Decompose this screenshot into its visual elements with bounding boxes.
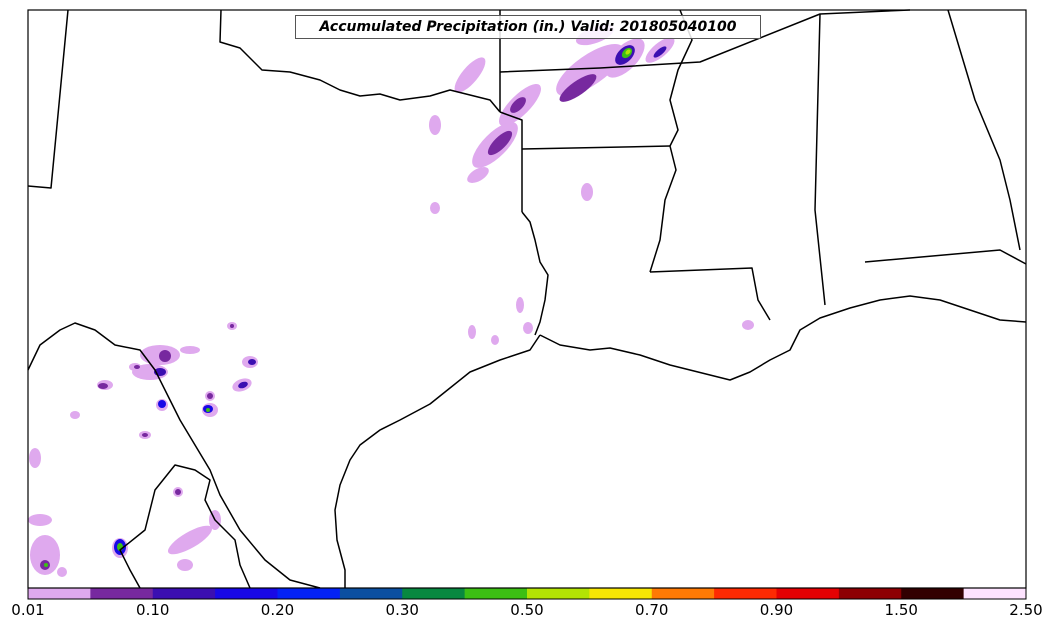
state-border-ar-la [521, 145, 671, 150]
colorbar-tick-label: 0.70 [635, 601, 669, 619]
precip-area [468, 325, 476, 339]
state-border-mississippi-river [649, 9, 693, 273]
colorbar-tick-label: 0.90 [759, 601, 794, 619]
state-border-la-ms [649, 267, 771, 321]
colorbar-segment [963, 588, 1027, 599]
precip-area [167, 525, 213, 555]
precip-area [510, 97, 526, 113]
precip-area [98, 383, 108, 389]
precip-area [516, 297, 524, 313]
precip-area [132, 364, 168, 380]
precip-area [180, 346, 200, 354]
colorbar-segment [589, 588, 653, 599]
precip-area [454, 57, 486, 93]
precip-area [467, 167, 489, 183]
state-border-tx-ar [499, 111, 523, 212]
state-border-tn [499, 9, 911, 73]
colorbar-segment [464, 588, 528, 599]
precip-area [28, 514, 52, 526]
colorbar-segment [152, 588, 216, 599]
colorbar-segment [901, 588, 965, 599]
colorbar-segment [277, 588, 341, 599]
precip-area [653, 46, 667, 58]
colorbar-tick-label: 2.50 [1009, 601, 1043, 619]
colorbar-segment [776, 588, 840, 599]
precip-area [487, 130, 513, 156]
precip-area [142, 433, 148, 437]
precip-area [30, 535, 60, 575]
colorbar [27, 587, 1027, 600]
map-title: Accumulated Precipitation (in.) Valid: 2… [295, 15, 761, 39]
precip-area [742, 320, 754, 330]
colorbar-segment [838, 588, 902, 599]
state-border-nm-west [27, 9, 69, 189]
colorbar-segment [339, 588, 403, 599]
map-frame [27, 9, 1027, 589]
state-border-ms-al [814, 13, 826, 306]
precip-area [523, 322, 533, 334]
colorbar-segment [651, 588, 715, 599]
state-border-sabine [521, 211, 549, 336]
precip-area [177, 559, 193, 571]
colorbar-tick-label: 0.10 [136, 601, 170, 619]
precip-area [238, 381, 248, 389]
colorbar-tick-label: 0.20 [260, 601, 295, 619]
state-border-al-ga [947, 9, 1021, 251]
precip-area [29, 448, 41, 468]
colorbar-segment [90, 588, 154, 599]
precip-area [429, 115, 441, 135]
precip-area [158, 400, 166, 408]
colorbar-tick-label: 1.50 [884, 601, 918, 619]
coastline-gulf [334, 295, 1027, 588]
colorbar-tick-label: 0.30 [385, 601, 419, 619]
precip-area [159, 350, 171, 362]
precip-area [491, 335, 499, 345]
precip-area [134, 365, 140, 369]
precip-area [57, 567, 67, 577]
precip-area [559, 74, 597, 102]
colorbar-segment [527, 588, 590, 599]
colorbar-segment [28, 588, 91, 599]
precip-area [430, 202, 440, 214]
colorbar-segment [215, 588, 278, 599]
precip-area [206, 408, 210, 412]
colorbar-tick-label: 0.01 [11, 601, 45, 619]
boundary-lines [27, 9, 1027, 589]
precip-area [207, 393, 213, 399]
precip-area [44, 563, 48, 567]
colorbar-segment [402, 588, 466, 599]
colorbar-tick-label: 0.50 [510, 601, 544, 619]
state-border-red-river [219, 9, 501, 113]
precip-area [625, 49, 631, 55]
precip-area [70, 411, 80, 419]
precip-area [175, 489, 181, 495]
precip-area [248, 359, 256, 365]
border-rio-grande [27, 322, 321, 589]
precip-area [581, 183, 593, 201]
colorbar-segment [714, 588, 777, 599]
precip-area [230, 324, 234, 328]
state-border-fl [864, 249, 1027, 265]
border-mexico-states [119, 464, 251, 589]
